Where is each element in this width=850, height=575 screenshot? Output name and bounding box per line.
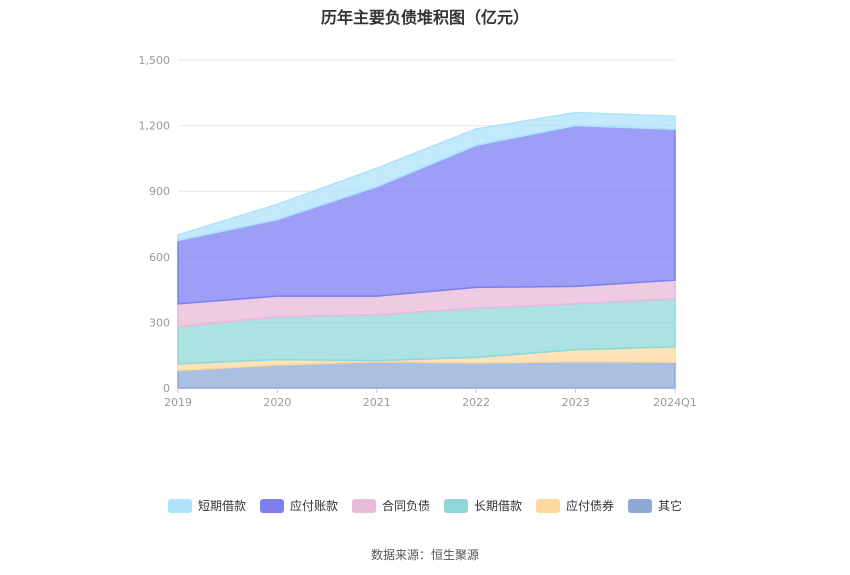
legend-label: 应付账款 — [289, 499, 338, 513]
axes: 0 300 600 900 1,200 1,500 2019 2020 2021 2022 2023… — [139, 54, 697, 409]
y-tick-label: 0 — [163, 382, 170, 395]
legend-item[interactable]: 短期借款 — [167, 497, 246, 514]
chart-title: 历年主要负债堆积图（亿元） — [320, 8, 529, 27]
x-tick-label: 2021 — [363, 396, 391, 409]
legend-label: 合同负债 — [381, 499, 430, 513]
legend-label: 应付债券 — [566, 499, 615, 513]
x-tick-label: 2019 — [164, 396, 192, 409]
legend-label: 其它 — [658, 499, 683, 513]
legend-swatch — [628, 498, 653, 513]
y-tick-label: 300 — [149, 316, 170, 329]
legend-item[interactable]: 应付债券 — [536, 497, 614, 514]
legend-swatch — [351, 498, 376, 513]
legend-swatch — [536, 498, 561, 513]
area-series — [177, 111, 676, 389]
legend-item[interactable]: 长期借款 — [444, 497, 522, 514]
source-note: 数据来源：恒生聚源 — [370, 548, 479, 562]
x-tick-label: 2024Q1 — [653, 396, 697, 409]
legend-item[interactable]: 应付账款 — [259, 497, 338, 514]
y-tick-label: 600 — [149, 251, 170, 264]
y-tick-label: 900 — [149, 185, 170, 198]
x-tick-label: 2022 — [462, 396, 490, 409]
legend-swatch — [259, 498, 284, 513]
x-tick-label: 2023 — [562, 396, 590, 409]
legend-swatch — [444, 498, 468, 513]
y-tick-label: 1,500 — [139, 54, 171, 67]
legend-item[interactable]: 其它 — [628, 497, 682, 514]
legend-label: 长期借款 — [474, 499, 523, 513]
y-tick-label: 1,200 — [139, 120, 171, 133]
legend-item[interactable]: 合同负债 — [351, 497, 430, 514]
area-series-短期借款 — [177, 111, 676, 242]
legend-label: 短期借款 — [197, 499, 246, 513]
legend: 短期借款 应付账款 合同负债 长期借款 应付债券 其它 — [0, 497, 850, 514]
legend-swatch — [167, 498, 192, 513]
x-tick-label: 2020 — [263, 396, 291, 409]
